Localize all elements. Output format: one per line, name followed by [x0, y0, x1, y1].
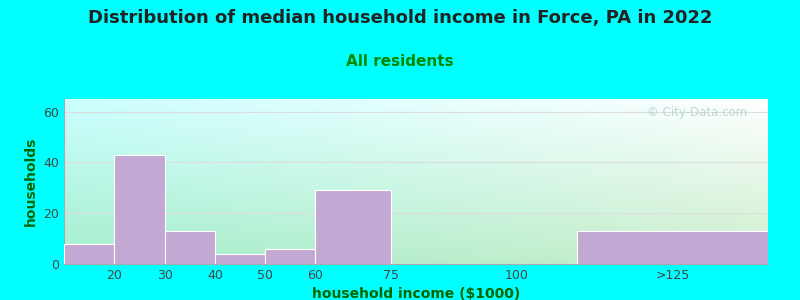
Text: Distribution of median household income in Force, PA in 2022: Distribution of median household income … [88, 9, 712, 27]
Y-axis label: households: households [24, 137, 38, 226]
Bar [577, 231, 768, 264]
Bar [114, 155, 165, 264]
Bar [165, 231, 215, 264]
Text: © City-Data.com: © City-Data.com [646, 106, 747, 118]
X-axis label: household income ($1000): household income ($1000) [312, 287, 520, 300]
Text: All residents: All residents [346, 54, 454, 69]
Bar [64, 244, 114, 264]
Bar [265, 249, 315, 264]
Bar [215, 254, 265, 264]
Bar [315, 190, 391, 264]
